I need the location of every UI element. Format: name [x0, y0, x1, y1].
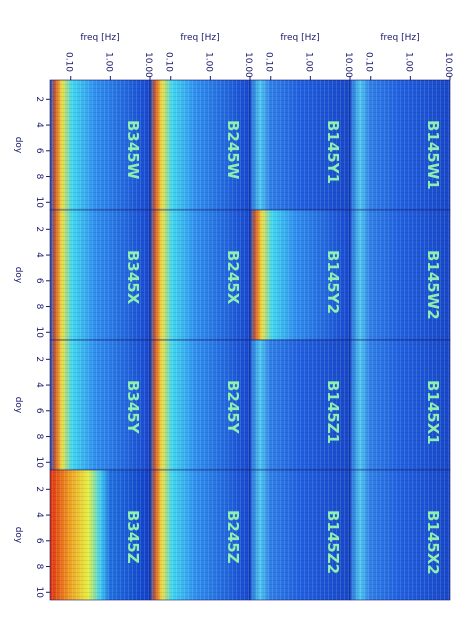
panel-texture [50, 80, 150, 210]
panel-texture [250, 340, 350, 470]
panel-texture [250, 210, 350, 340]
panel-texture [50, 210, 150, 340]
x-tick-label: 1.00 [203, 52, 213, 72]
x-tick-label: 10.00 [143, 52, 153, 78]
y-tick-label: 8 [34, 174, 44, 180]
panel-label: B145Y2 [324, 250, 342, 314]
panel-texture [150, 80, 250, 210]
y-axis-label: doy [13, 397, 23, 414]
panel-texture [350, 80, 450, 210]
y-tick-label: 4 [34, 122, 44, 128]
y-tick-label: 6 [34, 408, 44, 414]
panel-label: B145X2 [424, 510, 442, 575]
y-tick-label: 2 [34, 96, 44, 102]
panel-label: B145W2 [424, 250, 442, 320]
x-tick-label: 1.00 [403, 52, 413, 72]
y-tick-label: 8 [34, 304, 44, 310]
panel-texture [150, 470, 250, 600]
panel-texture [350, 210, 450, 340]
y-tick-label: 2 [34, 226, 44, 232]
panel-label: B145W1 [424, 120, 442, 190]
panel-label: B245W [224, 120, 242, 180]
panel-label: B145Z1 [324, 380, 342, 444]
y-tick-label: 4 [34, 382, 44, 388]
x-tick-label: 0.10 [264, 52, 274, 72]
panel-texture [250, 470, 350, 600]
y-axis-label: doy [13, 137, 23, 154]
y-axis-label: doy [13, 527, 23, 544]
y-tick-label: 8 [34, 434, 44, 440]
panel-texture [50, 340, 150, 470]
panel-texture [150, 340, 250, 470]
panel-label: B145X1 [424, 380, 442, 445]
y-tick-label: 10 [34, 457, 44, 469]
panel-border [349, 469, 451, 601]
panel-texture [150, 210, 250, 340]
x-axis-label: freq [Hz] [180, 33, 219, 43]
x-tick-label: 10.00 [443, 52, 453, 78]
x-tick-label: 0.10 [364, 52, 374, 72]
panel-label: B245Y [224, 380, 242, 435]
panel-label: B145Y1 [324, 120, 342, 184]
y-tick-label: 10 [34, 327, 44, 339]
x-tick-label: 1.00 [103, 52, 113, 72]
y-tick-label: 2 [34, 356, 44, 362]
panel-label: B245X [224, 250, 242, 305]
x-tick-label: 10.00 [343, 52, 353, 78]
y-tick-label: 8 [34, 564, 44, 570]
y-tick-label: 2 [34, 486, 44, 492]
y-tick-label: 10 [34, 587, 44, 599]
y-tick-label: 4 [34, 512, 44, 518]
panel-label: B245Z [224, 510, 242, 564]
x-tick-label: 10.00 [243, 52, 253, 78]
x-tick-label: 1.00 [303, 52, 313, 72]
x-axis-label: freq [Hz] [380, 33, 419, 43]
y-axis-label: doy [13, 267, 23, 284]
y-tick-label: 6 [34, 148, 44, 154]
panel-texture [50, 470, 150, 600]
x-tick-label: 0.10 [164, 52, 174, 72]
panel-label: B345Z [124, 510, 142, 564]
panel-label: B345W [124, 120, 142, 180]
y-tick-label: 6 [34, 278, 44, 284]
panel-label: B145Z2 [324, 510, 342, 574]
x-tick-label: 0.10 [64, 52, 74, 72]
y-tick-label: 6 [34, 538, 44, 544]
y-tick-label: 10 [34, 197, 44, 209]
y-tick-label: 4 [34, 252, 44, 258]
panel-label: B345Y [124, 380, 142, 435]
panel-texture [350, 470, 450, 600]
panel-label: B345X [124, 250, 142, 305]
panel-texture [350, 340, 450, 470]
x-axis-label: freq [Hz] [280, 33, 319, 43]
x-axis-label: freq [Hz] [80, 33, 119, 43]
panel-texture [250, 80, 350, 210]
